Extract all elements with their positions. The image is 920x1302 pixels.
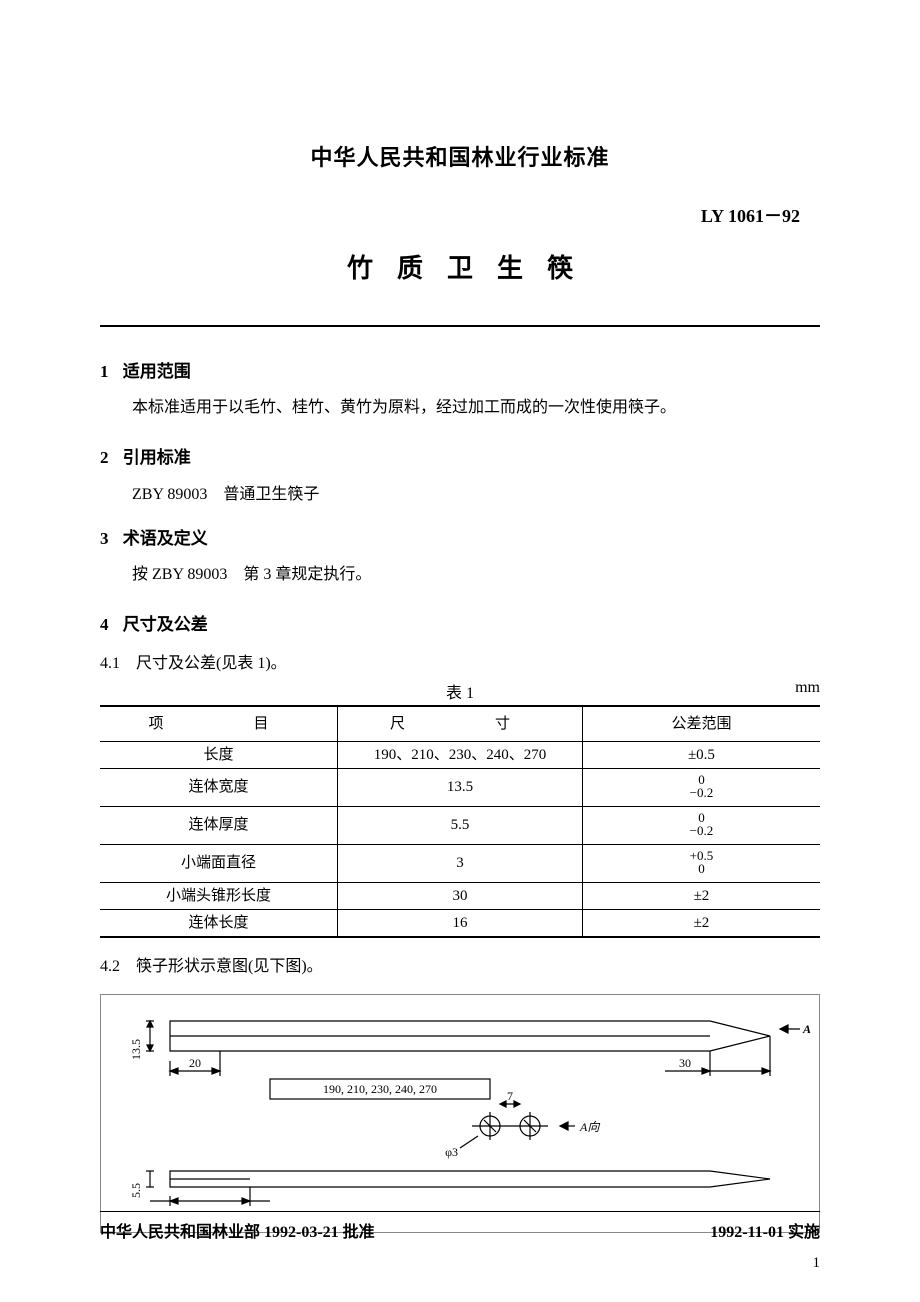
table-row: 连体长度 16 ±2 xyxy=(100,909,820,937)
col-size: 尺 寸 xyxy=(338,706,583,742)
table-row: 长度 190、210、230、240、270 ±0.5 xyxy=(100,741,820,768)
standard-header: 中华人民共和国林业行业标准 xyxy=(100,140,820,172)
section-2-ref: ZBY 89003 普通卫生筷子 xyxy=(100,480,820,504)
cell-item: 连体长度 xyxy=(100,909,338,937)
footer-effective: 1992-11-01 实施 xyxy=(710,1218,820,1242)
cell-size: 30 xyxy=(338,882,583,909)
cell-size: 16 xyxy=(338,909,583,937)
cell-item: 连体宽度 xyxy=(100,768,338,806)
cell-tol: 0 −0.2 xyxy=(582,806,820,844)
dim-diam: φ3 xyxy=(445,1145,458,1159)
section-3-num: 3 xyxy=(100,529,109,548)
cell-item: 小端头锥形长度 xyxy=(100,882,338,909)
chopstick-diagram: 13.5 A 20 xyxy=(100,994,820,1233)
cell-tol: ±0.5 xyxy=(582,741,820,768)
cell-size: 190、210、230、240、270 xyxy=(338,741,583,768)
table-row: 小端头锥形长度 30 ±2 xyxy=(100,882,820,909)
section-1-body: 本标准适用于以毛竹、桂竹、黄竹为原料，经过加工而成的一次性使用筷子。 xyxy=(100,394,820,423)
table-header-row: 项 目 尺 寸 公差范围 xyxy=(100,706,820,742)
section-4-2: 4.2 筷子形状示意图(见下图)。 xyxy=(100,952,820,976)
document-title: 竹质卫生筷 xyxy=(100,248,820,285)
section-4-1: 4.1 尺寸及公差(见表 1)。 xyxy=(100,649,820,673)
section-3-heading: 3 术语及定义 xyxy=(100,524,820,549)
svg-text:30: 30 xyxy=(679,1056,691,1070)
cell-item: 连体厚度 xyxy=(100,806,338,844)
section-4-title: 尺寸及公差 xyxy=(123,615,208,634)
section-1-heading: 1 适用范围 xyxy=(100,357,820,382)
standard-code: LY 1061－92 xyxy=(100,202,820,228)
dim-thick: 5.5 xyxy=(129,1183,143,1198)
svg-text:A向: A向 xyxy=(579,1120,600,1134)
svg-text:φ3: φ3 xyxy=(445,1145,458,1159)
section-2-heading: 2 引用标准 xyxy=(100,443,820,468)
section-3-body: 按 ZBY 89003 第 3 章规定执行。 xyxy=(100,561,820,590)
svg-text:A: A xyxy=(802,1022,811,1036)
cell-tol: ±2 xyxy=(582,909,820,937)
dim-tip: 30 xyxy=(679,1056,691,1070)
table-unit: mm xyxy=(795,679,820,697)
dim-tail: 20 xyxy=(189,1056,201,1070)
cell-size: 3 xyxy=(338,844,583,882)
view-a: A xyxy=(802,1022,811,1036)
col-item: 项 目 xyxy=(100,706,338,742)
section-3-title: 术语及定义 xyxy=(123,529,208,548)
page: 中华人民共和国林业行业标准 LY 1061－92 竹质卫生筷 1 适用范围 本标… xyxy=(0,0,920,1302)
section-1-title: 适用范围 xyxy=(123,362,191,381)
section-1-num: 1 xyxy=(100,362,109,381)
cell-size: 5.5 xyxy=(338,806,583,844)
table-caption: 表 1 xyxy=(446,685,474,702)
view-a-dir: A向 xyxy=(579,1120,600,1134)
footer-approval: 中华人民共和国林业部 1992-03-21 批准 xyxy=(100,1218,375,1242)
cell-item: 小端面直径 xyxy=(100,844,338,882)
cell-size: 13.5 xyxy=(338,768,583,806)
svg-text:7: 7 xyxy=(507,1089,513,1103)
svg-text:5.5: 5.5 xyxy=(129,1183,143,1198)
section-4-heading: 4 尺寸及公差 xyxy=(100,610,820,635)
section-2-title: 引用标准 xyxy=(123,448,191,467)
spec-table: 项 目 尺 寸 公差范围 长度 190、210、230、240、270 ±0.5… xyxy=(100,705,820,938)
dim-height: 13.5 xyxy=(129,1039,143,1060)
table-row: 小端面直径 3 +0.5 0 xyxy=(100,844,820,882)
cell-tol: ±2 xyxy=(582,882,820,909)
diagram-svg: 13.5 A 20 xyxy=(107,1001,813,1221)
svg-text:13.5: 13.5 xyxy=(129,1039,143,1060)
table-row: 连体厚度 5.5 0 −0.2 xyxy=(100,806,820,844)
table-caption-row: 表 1 mm xyxy=(100,679,820,703)
page-number: 1 xyxy=(813,1255,821,1272)
col-tol: 公差范围 xyxy=(582,706,820,742)
cell-tol: +0.5 0 xyxy=(582,844,820,882)
svg-text:190, 210, 230, 240, 270: 190, 210, 230, 240, 270 xyxy=(323,1082,437,1096)
table-row: 连体宽度 13.5 0 −0.2 xyxy=(100,768,820,806)
dim-length: 190, 210, 230, 240, 270 xyxy=(323,1082,437,1096)
title-rule xyxy=(100,325,820,327)
dim-slot: 7 xyxy=(507,1089,513,1103)
svg-text:20: 20 xyxy=(189,1056,201,1070)
cell-tol: 0 −0.2 xyxy=(582,768,820,806)
cell-item: 长度 xyxy=(100,741,338,768)
section-4-num: 4 xyxy=(100,615,109,634)
footer-bar: 中华人民共和国林业部 1992-03-21 批准 1992-11-01 实施 xyxy=(100,1211,820,1242)
section-2-num: 2 xyxy=(100,448,109,467)
